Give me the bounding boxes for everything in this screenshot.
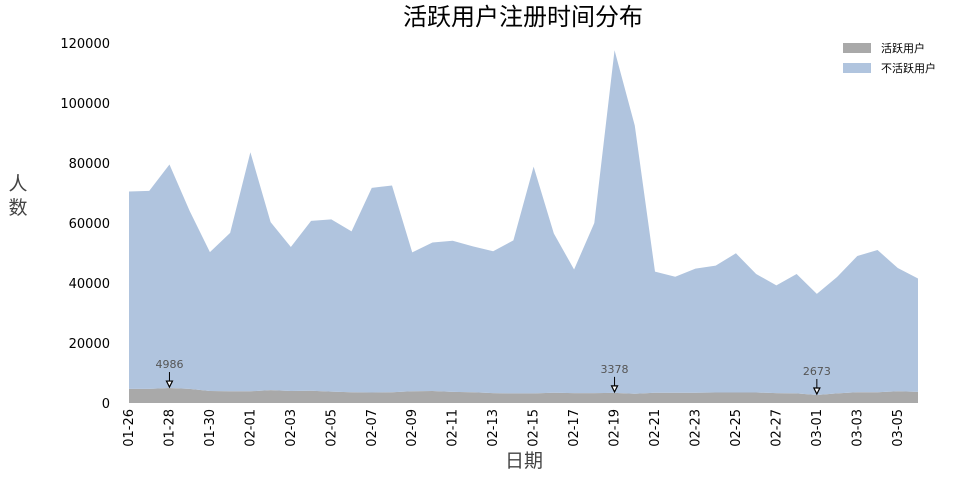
annotation-label: 4986 [155,358,183,371]
legend-swatch [843,63,871,73]
x-tick-label: 02-07 [365,409,380,447]
x-tick-label: 02-09 [405,409,420,447]
x-tick-label: 02-19 [608,409,623,447]
area-series-0 [129,388,918,403]
legend-label: 不活跃用户 [881,61,936,75]
x-tick-label: 02-17 [567,409,582,447]
chart-title: 活跃用户注册时间分布 [403,3,643,31]
plot-areas [129,50,918,403]
y-axis-label: 人数 [8,173,27,219]
x-axis: 01-26 01-28 01-30 02-01 02-03 02-05 02-07 02-09… [122,409,906,447]
x-tick-label: 02-27 [769,409,784,447]
x-tick-label: 02-23 [688,409,703,447]
x-tick-label: 02-25 [729,409,744,447]
y-tick-label: 0 [102,397,110,412]
x-tick-label: 02-11 [446,409,461,447]
x-tick-label: 02-01 [243,409,258,447]
x-axis-label: 日期 [505,450,543,472]
x-tick-label: 02-05 [324,409,339,447]
x-tick-label: 03-05 [891,409,906,447]
y-tick-label: 60000 [69,217,110,232]
area-series-1 [129,50,918,395]
x-tick-label: 01-28 [162,409,177,447]
y-axis: 0 20000 40000 60000 80000 100000 120000 [60,37,110,412]
annotation-label: 2673 [803,365,831,378]
y-tick-label: 80000 [69,157,110,172]
legend-swatch [843,43,871,53]
x-tick-label: 03-01 [810,409,825,447]
annotation-arrowhead [610,385,619,394]
annotation-arrowhead [812,387,821,396]
y-tick-label: 120000 [60,37,110,52]
x-tick-label: 01-30 [203,409,218,447]
y-tick-label: 40000 [69,277,110,292]
x-tick-label: 02-13 [486,409,501,447]
annotations: 4986 3378 2673 [155,358,831,396]
x-tick-label: 03-03 [850,409,865,447]
y-tick-label: 20000 [69,337,110,352]
x-tick-label: 01-26 [122,409,137,447]
x-tick-label: 02-21 [648,409,663,447]
annotation-arrowhead [165,380,174,389]
annotation-label: 3378 [601,363,629,376]
legend-label: 活跃用户 [881,41,925,55]
y-tick-label: 100000 [60,97,110,112]
x-tick-label: 02-15 [527,409,542,447]
x-tick-label: 02-03 [284,409,299,447]
